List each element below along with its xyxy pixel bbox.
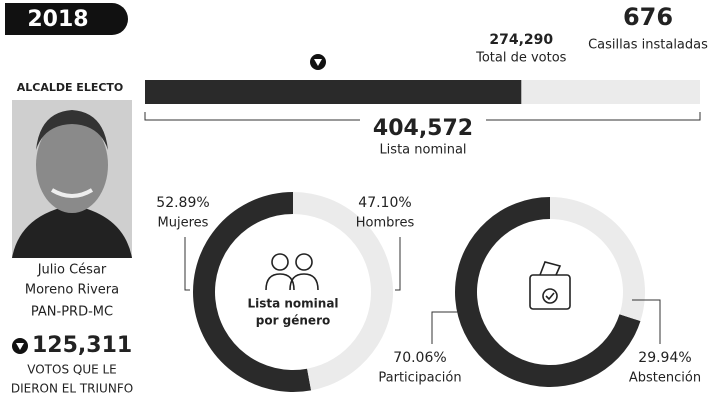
leader-line xyxy=(395,237,400,290)
winner-name: Moreno Rivera xyxy=(25,283,119,298)
casillas-value: 676 xyxy=(623,3,673,31)
category-label: Participación xyxy=(378,371,461,386)
category-label: Abstención xyxy=(629,371,701,386)
infographic: 2018 676 Casillas instaladas ALCALDE ELE… xyxy=(0,0,717,410)
value-label: 274,290 xyxy=(489,32,553,48)
donut-title: Lista nominal xyxy=(247,297,338,311)
votes-caption: DIERON EL TRIUNFO xyxy=(11,382,133,396)
value-label: 70.06% xyxy=(393,350,446,366)
donut-title: por género xyxy=(256,314,331,328)
leader-line xyxy=(432,312,460,344)
total-label: 404,572 xyxy=(373,116,473,141)
bar xyxy=(145,80,521,104)
winner-name: Julio César xyxy=(37,263,107,278)
leader-line xyxy=(185,237,190,290)
category-label: Mujeres xyxy=(158,216,209,231)
value-caption: Total de votos xyxy=(475,51,567,66)
value-label: 47.10% xyxy=(358,195,411,211)
category-label: Hombres xyxy=(356,216,415,231)
donut-segment xyxy=(193,192,311,392)
winner-votes: 125,311 xyxy=(32,333,132,358)
value-label: 52.89% xyxy=(156,195,209,211)
votes-caption: VOTOS QUE LE xyxy=(27,363,117,377)
value-label: 29.94% xyxy=(638,350,691,366)
winner-heading: ALCALDE ELECTO xyxy=(17,81,124,94)
winner-photo xyxy=(12,100,132,258)
winner-party: PAN-PRD-MC xyxy=(31,305,113,320)
year: 2018 xyxy=(27,7,88,32)
total-caption: Lista nominal xyxy=(379,143,466,158)
donut-segment xyxy=(550,197,645,321)
casillas-label: Casillas instaladas xyxy=(588,38,708,53)
